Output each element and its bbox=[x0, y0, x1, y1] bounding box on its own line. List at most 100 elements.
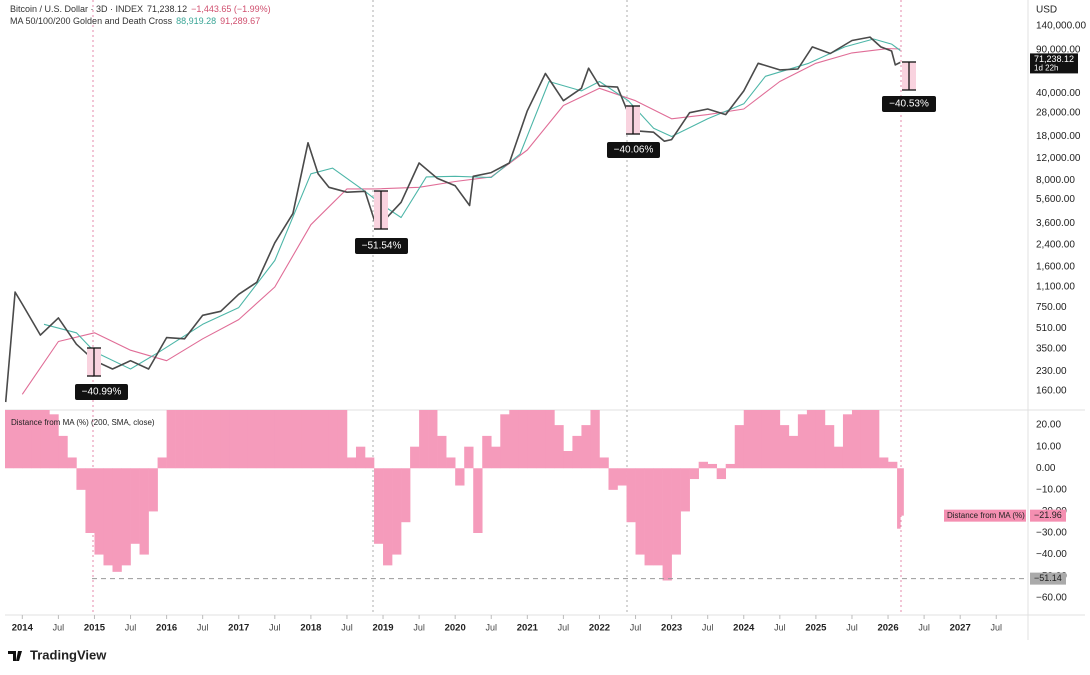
x-tick-label: Jul bbox=[918, 622, 930, 632]
last: 71,238.12 bbox=[147, 4, 188, 14]
histogram-bar bbox=[870, 410, 880, 469]
histogram-bar bbox=[355, 446, 366, 469]
histogram-bar bbox=[364, 457, 375, 469]
current-tag bbox=[1030, 509, 1066, 522]
change: −1,443.65 (−1.99%) bbox=[191, 4, 271, 14]
x-tick-label: Jul bbox=[269, 622, 281, 632]
y-tick-label: 0.00 bbox=[1036, 463, 1056, 474]
histogram-bar bbox=[689, 468, 699, 480]
histogram-bar bbox=[31, 410, 41, 469]
histogram-bar bbox=[536, 410, 546, 469]
histogram-bar bbox=[265, 410, 276, 469]
x-tick-label: Jul bbox=[53, 622, 65, 632]
header: Bitcoin / U.S. Dollar · 3D · INDEX 71,238… bbox=[10, 3, 275, 27]
y-tick-label: 350.00 bbox=[1036, 343, 1067, 354]
x-tick-label: Jul bbox=[774, 622, 786, 632]
cycle-lines bbox=[92, 0, 902, 615]
ma-fast: 88,919.28 bbox=[176, 16, 217, 26]
histogram-bar bbox=[680, 468, 690, 512]
x-tick-label: Jul bbox=[413, 622, 425, 632]
annotation: −40.53% bbox=[889, 99, 929, 110]
histogram-bar bbox=[301, 410, 312, 469]
currency: USD bbox=[1036, 5, 1057, 16]
series-line bbox=[43, 38, 901, 370]
histogram-bar bbox=[67, 457, 77, 469]
histogram-bar bbox=[599, 457, 609, 469]
x-tick-label: Jul bbox=[341, 622, 353, 632]
x-tick-label: 2024 bbox=[733, 623, 755, 634]
x-tick-label: 2017 bbox=[228, 623, 249, 634]
histogram-bar bbox=[383, 468, 393, 566]
histogram-bar bbox=[437, 435, 447, 469]
annotation: −51.54% bbox=[362, 241, 402, 252]
x-tick-label: 2018 bbox=[300, 623, 321, 634]
histogram-bar bbox=[310, 410, 321, 469]
histogram-bar bbox=[238, 410, 249, 469]
reference-tag-label: −51.14 bbox=[1034, 573, 1062, 583]
y-tick-label: 1,100.00 bbox=[1036, 282, 1075, 293]
histogram-bar bbox=[455, 468, 465, 486]
y-tick-label: 20.00 bbox=[1036, 420, 1061, 431]
y-tick-label: −10.00 bbox=[1036, 484, 1067, 495]
histogram-bar bbox=[761, 410, 772, 469]
x-tick-label: 2023 bbox=[661, 623, 682, 634]
histogram-bar bbox=[220, 410, 231, 469]
price-pane bbox=[5, 36, 901, 403]
y-tick-label: 1,600.00 bbox=[1036, 261, 1075, 272]
histogram-bar bbox=[608, 468, 618, 490]
series-line bbox=[21, 48, 901, 395]
histogram-bar bbox=[193, 410, 203, 469]
series-line bbox=[5, 36, 901, 403]
histogram-bar bbox=[554, 425, 564, 469]
histogram-bar bbox=[464, 446, 474, 469]
histogram-bar bbox=[824, 425, 835, 469]
y-tick-label: 10.00 bbox=[1036, 441, 1061, 452]
histogram-bar bbox=[671, 468, 681, 555]
histogram-bar bbox=[833, 446, 844, 469]
symbol: Bitcoin / U.S. Dollar · 3D · INDEX bbox=[10, 4, 144, 14]
histogram-bar bbox=[897, 468, 901, 529]
histogram-bar bbox=[446, 457, 456, 469]
x-tick-label: Jul bbox=[558, 622, 570, 632]
x-tick-label: 2015 bbox=[84, 623, 106, 634]
histogram-bar bbox=[662, 468, 672, 581]
histogram-bar bbox=[779, 425, 790, 469]
histogram-bar bbox=[770, 410, 781, 469]
histogram-bar bbox=[13, 410, 23, 469]
histogram-bar bbox=[328, 410, 339, 469]
histogram-bar bbox=[879, 457, 889, 469]
histogram-bar bbox=[419, 410, 429, 469]
histogram-bar bbox=[139, 468, 149, 555]
histogram-bar bbox=[860, 410, 871, 469]
histogram-bar bbox=[509, 410, 519, 469]
histogram-bar bbox=[716, 468, 727, 480]
histogram-bar bbox=[85, 468, 95, 533]
histogram-bar bbox=[319, 410, 330, 469]
x-tick-label: Jul bbox=[846, 622, 858, 632]
y-tick-label: 18,000.00 bbox=[1036, 131, 1081, 142]
histogram-bar bbox=[76, 468, 86, 490]
histogram-bar bbox=[401, 468, 411, 523]
price-tag bbox=[1030, 53, 1078, 74]
x-tick-label: 2027 bbox=[950, 623, 971, 634]
histogram-bar bbox=[698, 461, 708, 469]
histogram-bar bbox=[563, 451, 573, 469]
distance-pane bbox=[5, 410, 904, 581]
y-tick-label: −30.00 bbox=[1036, 528, 1067, 539]
x-tick-label: 2021 bbox=[517, 623, 539, 634]
histogram-bar bbox=[500, 414, 510, 469]
histogram-bar bbox=[58, 435, 68, 469]
annotation: −40.99% bbox=[82, 387, 122, 398]
histogram-bar bbox=[121, 468, 131, 566]
countdown: 1d 22h bbox=[1034, 64, 1058, 73]
y-tick-label: 3,600.00 bbox=[1036, 218, 1075, 229]
histogram-bar bbox=[148, 468, 158, 512]
histogram-bar bbox=[103, 468, 113, 566]
y-tick-label: −40.00 bbox=[1036, 549, 1067, 560]
histogram-bar bbox=[5, 410, 14, 469]
histogram-bar bbox=[707, 463, 717, 469]
y-tick-label: 2,400.00 bbox=[1036, 240, 1075, 251]
y-tick-label: 90,000.00 bbox=[1036, 44, 1081, 55]
